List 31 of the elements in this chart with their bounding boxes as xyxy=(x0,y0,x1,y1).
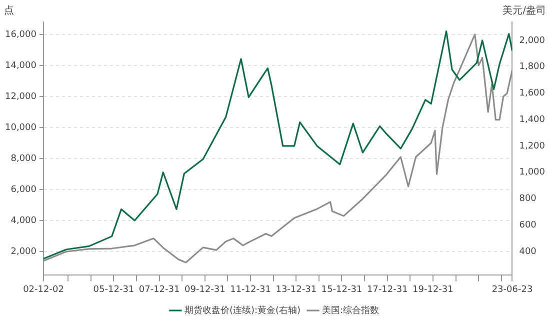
y-tick-label: 6,000 xyxy=(10,184,37,195)
y-tick-label: 14,000 xyxy=(4,60,37,71)
x-tick-label: 09-12-31 xyxy=(184,284,226,295)
y-tick-label: 8,000 xyxy=(10,154,37,164)
x-tick-label: 15-12-31 xyxy=(321,284,362,295)
y2-tick-label: 1,800 xyxy=(519,62,546,72)
y2-tick-label: 1,400 xyxy=(519,114,546,125)
y-tick-label: 10,000 xyxy=(4,122,37,133)
y-tick-label: 12,000 xyxy=(4,92,37,102)
y2-tick-label: 800 xyxy=(519,194,537,204)
y2-tick-label: 400 xyxy=(519,246,537,257)
y-tick-label: 16,000 xyxy=(4,30,37,40)
x-tick-label: 17-12-31 xyxy=(366,284,408,295)
y2-tick-label: 2,000 xyxy=(519,36,546,46)
x-tick-label: 23-06-23 xyxy=(492,284,533,295)
legend-label: 期货收盘价(连续):黄金(右轴) xyxy=(184,304,301,316)
y-tick-label: 2,000 xyxy=(10,246,37,257)
x-tick-label: 13-12-31 xyxy=(276,284,317,295)
y2-tick-label: 600 xyxy=(519,220,537,230)
y2-tick-label: 1,000 xyxy=(519,168,546,178)
x-tick-label: 11-12-31 xyxy=(230,284,271,295)
y-axis-title: 点 xyxy=(4,4,14,17)
y-tick-label: 4,000 xyxy=(10,216,37,226)
x-tick-label: 07-12-31 xyxy=(138,284,180,295)
y2-axis-title: 美元/盎司 xyxy=(502,4,546,17)
x-tick-label: 19-12-31 xyxy=(412,284,454,295)
legend-label: 美国:综合指数 xyxy=(322,304,380,316)
y2-tick-label: 1,200 xyxy=(519,141,546,152)
y2-tick-label: 1,600 xyxy=(519,88,546,99)
x-tick-label: 02-12-02 xyxy=(23,284,64,295)
x-tick-label: 05-12-31 xyxy=(93,284,134,295)
